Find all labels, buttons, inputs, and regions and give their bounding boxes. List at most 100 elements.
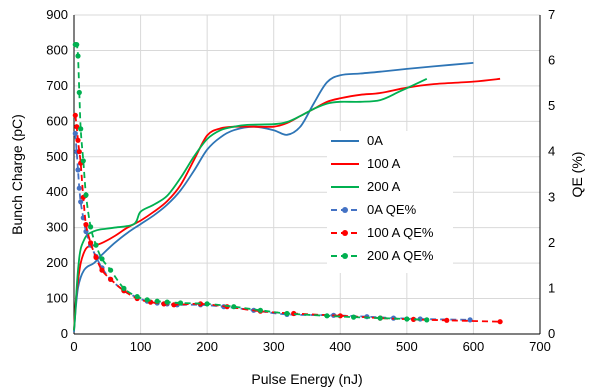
data-point (204, 301, 210, 307)
legend-item: 200 A QE% (331, 248, 434, 263)
data-point (83, 192, 89, 198)
data-point (99, 267, 105, 273)
data-point (78, 126, 84, 132)
legend-label: 0A (367, 133, 383, 148)
legend-marker (342, 253, 348, 259)
y2-tick-label: 5 (548, 98, 555, 113)
data-point (164, 299, 170, 305)
data-point (76, 185, 82, 191)
data-point (93, 242, 99, 248)
data-point (83, 222, 89, 228)
data-point (74, 42, 80, 48)
y2-tick-label: 3 (548, 189, 555, 204)
data-point (72, 112, 78, 118)
data-point (76, 149, 82, 155)
legend-label: 200 A (367, 179, 401, 194)
y-tick-label: 0 (61, 326, 68, 341)
data-point (444, 317, 450, 323)
x-axis-title: Pulse Energy (nJ) (251, 371, 362, 387)
legend-item: 100 A QE% (331, 225, 434, 240)
data-point (410, 316, 417, 322)
series-1 (73, 77, 501, 331)
data-point (93, 254, 99, 260)
y2-tick-label: 2 (548, 235, 555, 250)
legend-label: 100 A QE% (367, 225, 434, 240)
legend-item: 200 A (331, 179, 401, 194)
y-tick-label: 600 (46, 113, 68, 128)
y-tick-label: 900 (46, 7, 68, 22)
data-point (424, 317, 430, 323)
y-tick-label: 200 (46, 255, 68, 270)
x-tick-label: 700 (529, 339, 551, 354)
x-tick-label: 0 (70, 339, 77, 354)
y-axis-title: Bunch Charge (pC) (9, 114, 25, 235)
y2-tick-label: 6 (548, 53, 555, 68)
data-point (231, 304, 237, 310)
series-line (73, 77, 501, 331)
data-point (88, 224, 94, 230)
y2-axis-title: QE (%) (569, 152, 585, 198)
y2-tick-label: 0 (548, 326, 555, 341)
data-point (74, 124, 80, 130)
series-2 (73, 77, 428, 331)
series-0 (73, 62, 474, 333)
data-point (78, 199, 84, 205)
y-tick-label: 500 (46, 149, 68, 164)
y2-tick-label: 4 (548, 144, 555, 159)
x-tick-label: 200 (196, 339, 218, 354)
data-point (121, 285, 127, 291)
data-point (88, 240, 94, 246)
axes (73, 15, 541, 335)
data-point (467, 317, 473, 323)
y-tick-label: 800 (46, 42, 68, 57)
legend-marker (342, 230, 348, 236)
data-point (75, 137, 81, 143)
y-tick-label: 700 (46, 78, 68, 93)
legend: 0A 100 A 200 A 0A QE% 100 A QE% 200 A QE% (327, 131, 453, 273)
legend-item: 100 A (331, 156, 401, 171)
x-tick-label: 100 (130, 339, 152, 354)
y-tick-label: 400 (46, 184, 68, 199)
series-layer (72, 42, 503, 333)
data-point (76, 89, 82, 96)
data-point (154, 298, 160, 304)
series-line (73, 62, 474, 333)
data-point (75, 167, 81, 173)
y2-tick-label: 1 (548, 280, 555, 295)
series-line (74, 133, 471, 321)
data-point (144, 297, 150, 303)
data-point (257, 307, 263, 313)
x-tick-label: 600 (463, 339, 485, 354)
legend-marker (342, 207, 348, 213)
data-point (72, 130, 78, 137)
data-point (108, 276, 114, 282)
legend-label: 100 A (367, 156, 401, 171)
data-point (134, 294, 140, 300)
data-point (377, 315, 383, 321)
data-point (177, 300, 184, 306)
data-point (80, 158, 86, 164)
data-point (99, 256, 105, 262)
data-point (404, 316, 410, 322)
data-point (351, 314, 357, 320)
series-line (73, 77, 428, 331)
y-tick-label: 300 (46, 220, 68, 235)
tick-labels: 0 100 200 300 400 500 600 700010020030040050060… (46, 7, 555, 354)
legend-label: 0A QE% (367, 202, 417, 217)
y2-tick-label: 7 (548, 7, 555, 22)
legend-background (327, 131, 453, 273)
data-point (75, 53, 81, 59)
data-point (497, 319, 503, 325)
x-tick-label: 500 (396, 339, 418, 354)
data-point (284, 310, 290, 317)
legend-item: 0A (331, 133, 383, 148)
data-point (108, 267, 114, 273)
data-point (324, 313, 330, 319)
legend-label: 200 A QE% (367, 248, 434, 263)
y-tick-label: 100 (46, 291, 68, 306)
x-tick-label: 400 (329, 339, 351, 354)
x-tick-label: 300 (263, 339, 285, 354)
series-5 (72, 42, 430, 323)
legend-item: 0A QE% (331, 202, 417, 217)
